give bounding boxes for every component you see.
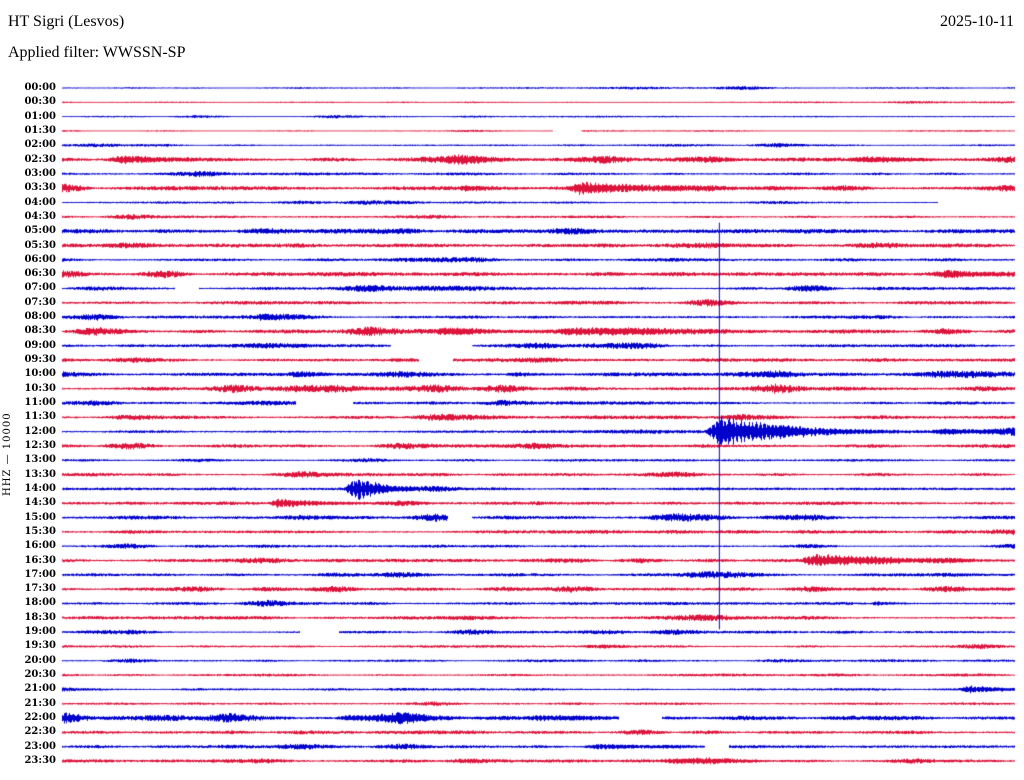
row-label-20:00: 20:00 (24, 654, 56, 666)
row-label-16:30: 16:30 (24, 554, 56, 566)
row-label-22:00: 22:00 (24, 712, 56, 724)
row-label-00:00: 00:00 (24, 82, 56, 93)
row-label-03:00: 03:00 (24, 167, 56, 179)
row-label-23:00: 23:00 (24, 740, 56, 752)
row-label-10:30: 10:30 (24, 382, 56, 394)
row-label-15:00: 15:00 (24, 511, 56, 523)
row-label-17:30: 17:30 (24, 583, 56, 595)
row-label-02:00: 02:00 (24, 139, 56, 151)
row-label-06:30: 06:30 (24, 268, 56, 280)
row-label-12:00: 12:00 (24, 425, 56, 437)
row-label-20:30: 20:30 (24, 669, 56, 681)
row-label-00:30: 00:30 (24, 96, 56, 108)
row-label-18:00: 18:00 (24, 597, 56, 609)
row-label-21:00: 21:00 (24, 683, 56, 695)
row-label-10:00: 10:00 (24, 368, 56, 380)
row-label-03:30: 03:30 (24, 182, 56, 194)
filter-label: Applied filter: WWSSN-SP (8, 44, 186, 61)
row-label-01:00: 01:00 (24, 110, 56, 122)
row-label-04:30: 04:30 (24, 210, 56, 222)
row-label-01:30: 01:30 (24, 124, 56, 136)
row-label-16:00: 16:00 (24, 540, 56, 552)
row-label-21:30: 21:30 (24, 697, 56, 709)
row-label-05:00: 05:00 (24, 225, 56, 237)
row-label-02:30: 02:30 (24, 153, 56, 165)
row-label-08:00: 08:00 (24, 311, 56, 323)
row-label-07:00: 07:00 (24, 282, 56, 294)
row-label-08:30: 08:30 (24, 325, 56, 337)
row-label-22:30: 22:30 (24, 726, 56, 738)
row-label-11:00: 11:00 (24, 397, 56, 409)
date-label: 2025-10-11 (939, 13, 1014, 30)
row-label-12:30: 12:30 (24, 439, 56, 451)
row-label-23:30: 23:30 (24, 754, 56, 766)
row-label-18:30: 18:30 (24, 611, 56, 623)
row-label-19:00: 19:00 (24, 626, 56, 638)
row-label-09:30: 09:30 (24, 354, 56, 366)
row-label-04:00: 04:00 (24, 196, 56, 208)
row-label-07:30: 07:30 (24, 296, 56, 308)
row-label-13:00: 13:00 (24, 454, 56, 466)
row-label-06:00: 06:00 (24, 253, 56, 265)
row-label-11:30: 11:30 (24, 411, 56, 423)
row-label-05:30: 05:30 (24, 239, 56, 251)
row-label-15:30: 15:30 (24, 525, 56, 537)
row-label-19:30: 19:30 (24, 640, 56, 652)
row-label-14:30: 14:30 (24, 497, 56, 509)
row-label-13:30: 13:30 (24, 468, 56, 480)
row-label-14:00: 14:00 (24, 482, 56, 494)
station-title: HT Sigri (Lesvos) (8, 13, 125, 30)
row-label-09:00: 09:00 (24, 339, 56, 351)
row-label-17:00: 17:00 (24, 568, 56, 580)
